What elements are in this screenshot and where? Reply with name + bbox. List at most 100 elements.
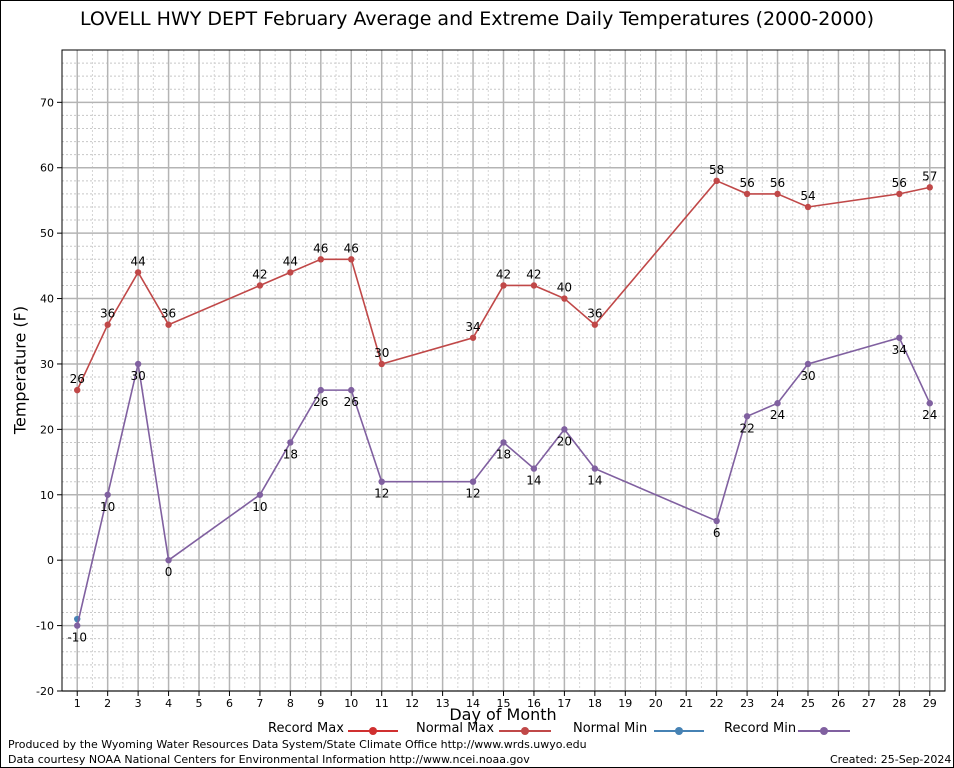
record-min-data-label: 0 (165, 565, 173, 579)
y-tick-label: 10 (40, 489, 54, 502)
y-tick-label: 20 (40, 423, 54, 436)
record-min-point (378, 478, 385, 485)
normal-max-data-label: 44 (283, 254, 298, 268)
normal-max-data-label: 36 (587, 307, 602, 321)
record-min-point (713, 517, 720, 525)
record-min-data-label: 30 (800, 369, 815, 383)
normal-max-data-label: 44 (130, 254, 145, 268)
normal-max-data-label: 46 (313, 241, 328, 255)
record-min-point (74, 622, 81, 629)
chart-title: LOVELL HWY DEPT February Average and Ext… (79, 8, 875, 30)
record-min-line (76, 336, 931, 626)
normal-max-point (896, 190, 903, 198)
record-min-point (256, 491, 264, 498)
x-tick-label: 28 (892, 697, 906, 710)
normal-max-data-label: 34 (465, 320, 480, 334)
y-tick-label: 70 (40, 96, 54, 109)
y-tick-label: 40 (40, 293, 54, 306)
normal-max-data-label: 56 (739, 176, 754, 190)
record-min-point (317, 386, 325, 394)
x-tick-label: 4 (165, 697, 172, 710)
normal-max-data-label: 57 (922, 169, 937, 183)
x-tick-label: 16 (527, 697, 541, 710)
x-tick-label: 26 (831, 697, 845, 710)
x-tick-label: 1 (74, 697, 81, 710)
x-tick-label: 20 (649, 697, 663, 710)
x-tick-label: 9 (317, 697, 324, 710)
normal-max-data-label: 42 (526, 267, 541, 281)
normal-max-point (804, 203, 812, 211)
normal-max-point (561, 295, 568, 302)
normal-max-point (287, 269, 294, 276)
record-min-point (926, 400, 933, 407)
normal-max-point (743, 190, 751, 198)
record-min-data-label: 20 (557, 434, 572, 448)
normal-max-point (165, 321, 172, 328)
record-min-point (104, 491, 111, 498)
record-min-point (774, 400, 781, 407)
normal-max-data-label: 36 (100, 307, 115, 321)
x-tick-label: 19 (618, 697, 632, 710)
normal-max-data-label: 26 (70, 372, 85, 386)
normal-max-point (530, 282, 538, 289)
y-tick-label: 50 (40, 227, 54, 240)
legend-label-record-max: Record Max (268, 721, 344, 736)
series-layer: 26 36 44 36 42 44 46 46 30 34 42 42 40 36 58 56 56 54 56 57… (67, 163, 937, 645)
record-min-data-label: 18 (496, 447, 511, 461)
x-axis-label: Day of Month (449, 705, 557, 724)
normal-max-data-label: 36 (161, 307, 176, 321)
legend-label-normal-min: Normal Min (573, 721, 648, 736)
normal-max-data-label: 42 (252, 267, 267, 281)
record-min-data-label: 34 (892, 343, 907, 357)
record-min-data-label: -10 (67, 631, 87, 645)
x-tick-label: 10 (344, 697, 358, 710)
y-tick-label: -20 (36, 685, 54, 698)
legend-marker-record-min (820, 727, 828, 735)
normal-max-point (378, 360, 385, 368)
record-min-data-label: 10 (100, 500, 115, 514)
normal-max-data-label: 40 (557, 281, 572, 295)
normal-max-data-label: 46 (344, 241, 359, 255)
record-min-data-label: 10 (252, 500, 267, 514)
normal-max-line (76, 179, 930, 391)
normal-max-data-label: 42 (496, 267, 511, 281)
legend-marker-record-max (369, 727, 377, 735)
record-min-data-label: 14 (587, 474, 602, 488)
normal-max-point (591, 321, 599, 328)
x-tick-label: 6 (226, 697, 233, 710)
record-min-data-label: 24 (770, 408, 785, 422)
x-tick-label: 17 (557, 697, 571, 710)
normal-max-point (256, 282, 264, 289)
normal-max-point (134, 269, 142, 276)
y-axis-label: Temperature (F) (10, 305, 30, 435)
normal-max-data-label: 58 (709, 163, 724, 177)
record-min-data-label: 6 (713, 526, 721, 540)
x-tick-label: 12 (405, 697, 419, 710)
record-min-data-label: 26 (313, 395, 328, 409)
x-tick-label: 2 (104, 697, 111, 710)
x-tick-label: 29 (923, 697, 937, 710)
normal-max-point (348, 256, 355, 263)
record-min-point (896, 334, 903, 341)
record-min-data-label: 12 (465, 487, 480, 501)
x-tick-label: 24 (771, 697, 785, 710)
y-tick-label: 0 (47, 554, 54, 567)
normal-max-data-label: 30 (374, 346, 389, 360)
footer-data-courtesy: Data courtesy NOAA National Centers for … (8, 753, 530, 766)
normal-max-data-label: 56 (770, 176, 785, 190)
x-tick-label: 27 (862, 697, 876, 710)
normal-max-data-label: 56 (892, 176, 907, 190)
record-min-data-label: 30 (130, 369, 145, 383)
record-min-point (591, 465, 599, 472)
normal-max-point (926, 184, 933, 191)
x-tick-label: 22 (710, 697, 724, 710)
record-min-data-label: 22 (739, 421, 754, 435)
record-min-point (469, 478, 477, 485)
normal-max-point (774, 190, 781, 198)
record-min-point (743, 413, 751, 420)
record-min-data-label: 12 (374, 487, 389, 501)
x-tick-label: 8 (287, 697, 294, 710)
record-min-point (804, 360, 812, 368)
